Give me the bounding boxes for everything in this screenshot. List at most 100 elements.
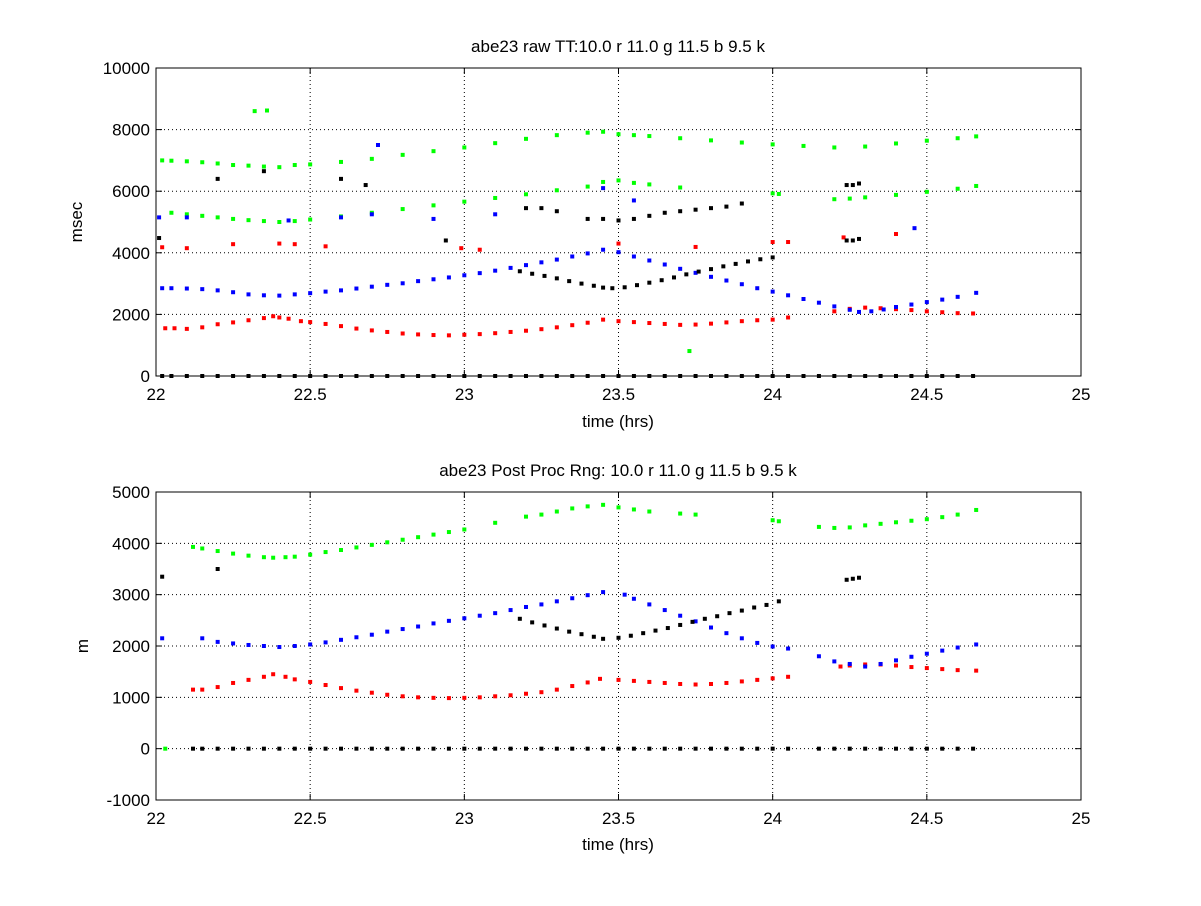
- bottom-ytick-label-2: 1000: [112, 688, 150, 707]
- top-point-r-59: [323, 244, 328, 249]
- top-point-k-91: [850, 238, 855, 243]
- top-xtick-label-2: 23: [455, 385, 474, 404]
- bottom-point-r-38: [755, 677, 760, 682]
- bottom-point-r-15: [400, 694, 405, 699]
- bottom-xtick-label-2: 23: [455, 809, 474, 828]
- bottom-point-k-5: [261, 746, 266, 751]
- bottom-point-k-60: [628, 633, 633, 638]
- top-point-g-11: [339, 159, 343, 164]
- top-point-b-63: [601, 186, 606, 191]
- top-point-r-50: [924, 309, 929, 314]
- top-point-k-62: [610, 286, 615, 291]
- top-point-b-45: [847, 307, 852, 312]
- top-point-g-5: [231, 163, 236, 168]
- top-ytick-label-2: 4000: [112, 244, 150, 263]
- top-point-g-70: [687, 349, 692, 354]
- top-point-r-33: [631, 320, 636, 325]
- bottom-point-r-2: [215, 685, 220, 690]
- bottom-point-k-10: [339, 746, 343, 751]
- top-point-r-65: [786, 240, 791, 245]
- top-point-g-69: [265, 108, 269, 113]
- top-point-g-42: [277, 220, 282, 224]
- bottom-point-r-8: [292, 677, 297, 682]
- bottom-point-g-12: [354, 545, 359, 550]
- bottom-point-k-30: [647, 746, 652, 751]
- top-point-k-80: [601, 216, 606, 221]
- bottom-point-k-49: [955, 746, 960, 751]
- top-point-r-15: [354, 326, 359, 331]
- top-point-g-21: [616, 132, 621, 137]
- bottom-point-b-45: [894, 658, 898, 663]
- bottom-point-k-56: [579, 632, 584, 637]
- top-point-r-40: [739, 319, 744, 324]
- top-point-r-64: [770, 240, 775, 245]
- top-point-k-92: [857, 236, 861, 241]
- top-point-g-36: [184, 212, 189, 217]
- top-point-r-38: [709, 321, 713, 326]
- top-point-g-27: [770, 142, 775, 147]
- bottom-point-g-23: [554, 509, 559, 514]
- bottom-point-b-1: [200, 636, 205, 641]
- bottom-point-b-22: [524, 604, 528, 609]
- bottom-point-k-25: [570, 746, 575, 751]
- bottom-point-k-44: [878, 746, 883, 751]
- bottom-point-g-42: [940, 515, 945, 520]
- bottom-point-g-7: [283, 555, 288, 560]
- top-point-b-0: [160, 286, 165, 291]
- bottom-point-b-16: [431, 621, 436, 626]
- bottom-point-b-25: [570, 596, 575, 601]
- top-point-b-22: [493, 268, 498, 273]
- top-point-b-3: [200, 287, 205, 292]
- top-point-k-83: [647, 213, 652, 218]
- top-point-k-95: [857, 181, 861, 186]
- bottom-point-k-6: [277, 746, 282, 751]
- top-point-b-25: [539, 260, 544, 265]
- top-point-k-72: [733, 261, 738, 266]
- bottom-point-b-10: [339, 637, 343, 642]
- bottom-series-g: [163, 502, 979, 751]
- bottom-point-r-50: [974, 668, 979, 673]
- bottom-point-r-21: [493, 694, 498, 699]
- bottom-point-k-45: [894, 746, 898, 751]
- top-point-k-87: [709, 206, 713, 211]
- top-axes: abe23 raw TT:10.0 r 11.0 g 11.5 b 9.5 k …: [67, 37, 1090, 431]
- top-point-b-34: [678, 266, 683, 271]
- bottom-point-b-24: [554, 599, 559, 604]
- bottom-series-b: [160, 590, 979, 669]
- bottom-point-k-72: [776, 599, 781, 604]
- top-point-b-33: [662, 262, 667, 267]
- top-point-g-47: [400, 207, 405, 212]
- top-point-k-76: [524, 206, 528, 211]
- top-point-k-96: [157, 236, 162, 241]
- top-point-b-61: [431, 216, 436, 221]
- top-point-g-52: [554, 188, 559, 193]
- bottom-point-k-53: [542, 623, 547, 628]
- bottom-point-b-38: [770, 644, 775, 649]
- bottom-point-b-30: [647, 602, 652, 607]
- top-point-g-25: [709, 138, 713, 143]
- top-point-b-17: [416, 279, 421, 284]
- top-point-k-88: [724, 204, 729, 209]
- top-point-k-59: [579, 281, 584, 286]
- top-point-r-62: [616, 241, 621, 246]
- bottom-xtick-label-1: 22.5: [294, 809, 327, 828]
- top-point-r-6: [246, 318, 251, 323]
- bottom-point-r-22: [508, 693, 513, 698]
- bottom-point-r-45: [894, 663, 898, 668]
- bottom-point-r-31: [647, 679, 652, 684]
- bottom-point-b-48: [940, 648, 945, 653]
- top-point-g-50: [493, 195, 498, 200]
- bottom-point-k-47: [924, 746, 929, 751]
- top-point-g-68: [252, 109, 257, 114]
- top-point-g-8: [277, 165, 282, 170]
- top-ylabel: msec: [67, 201, 86, 242]
- top-point-b-58: [339, 215, 343, 220]
- top-point-b-38: [739, 282, 744, 287]
- top-point-r-25: [508, 329, 513, 334]
- top-point-b-39: [755, 286, 760, 291]
- bottom-point-k-66: [702, 616, 707, 621]
- bottom-xtick-label-5: 24.5: [910, 809, 943, 828]
- bottom-point-b-5: [261, 644, 266, 648]
- bottom-point-b-14: [400, 627, 405, 632]
